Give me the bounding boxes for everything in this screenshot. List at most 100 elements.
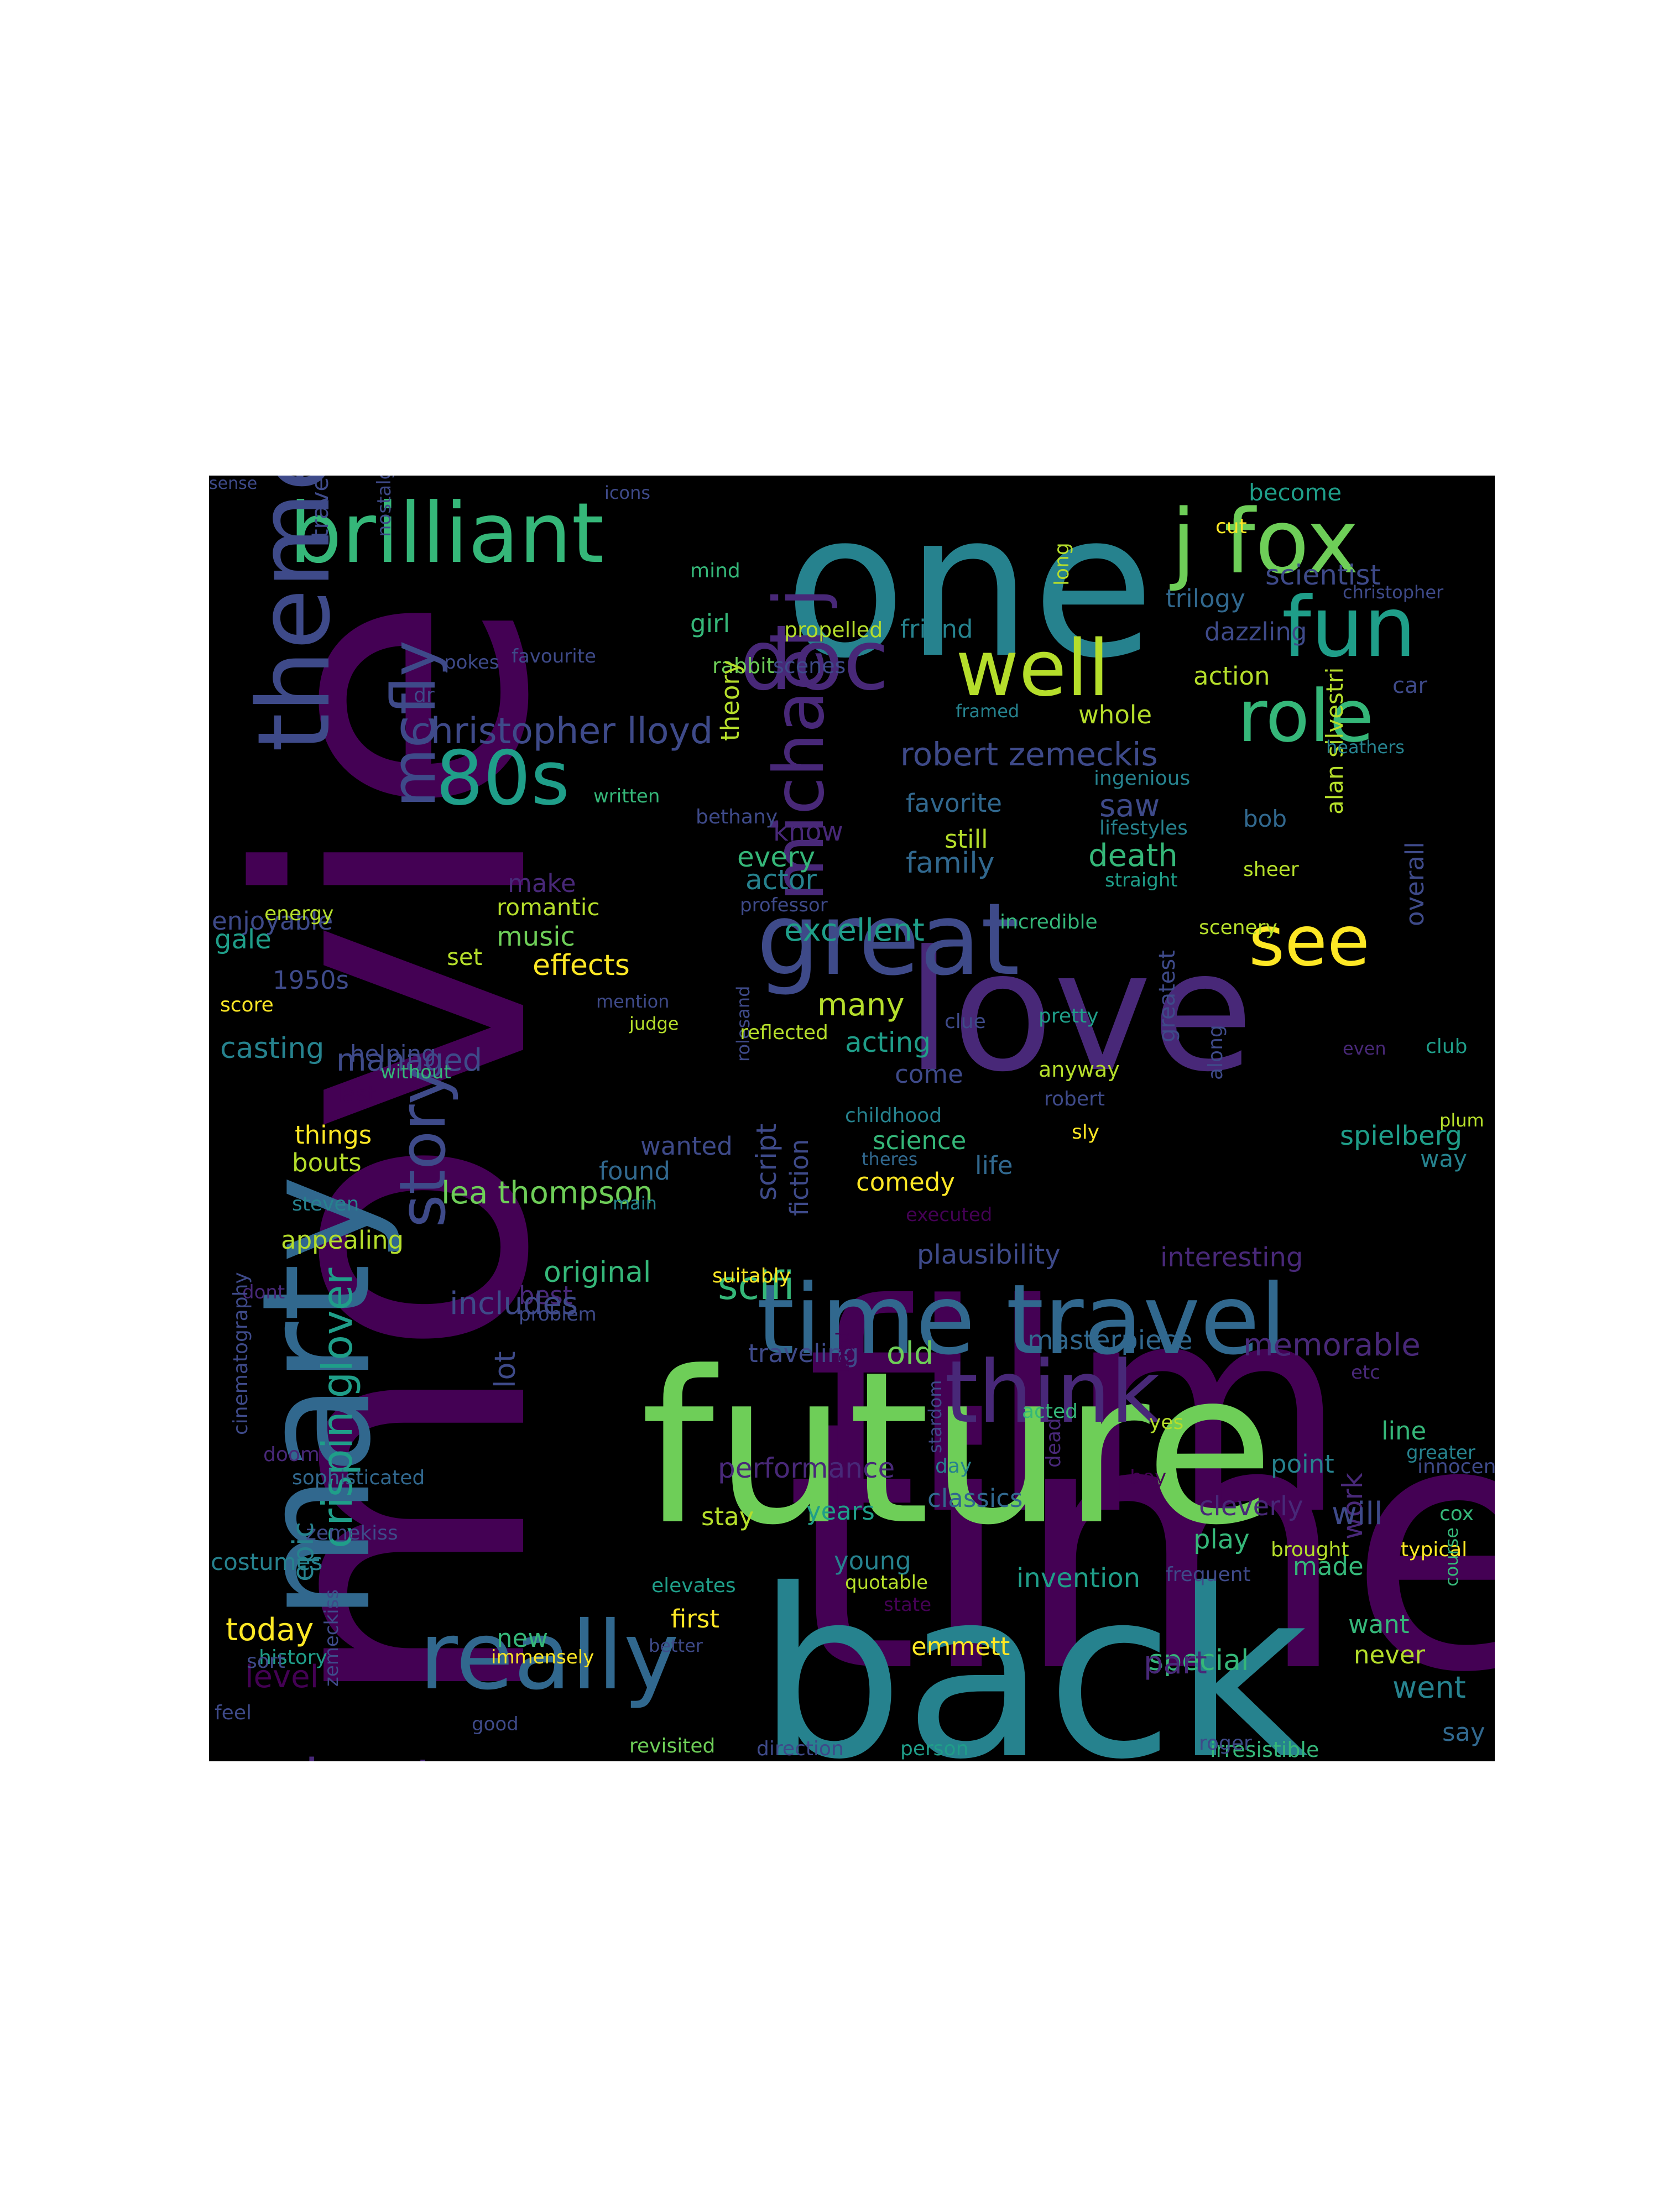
word-state: state [884, 1594, 932, 1616]
word-professor: professor [740, 894, 828, 916]
word-see: see [1249, 901, 1370, 982]
word-death: death [1088, 838, 1178, 874]
word-clue: clue [945, 1010, 986, 1033]
word-problem: problem [519, 1303, 597, 1326]
word-bob: bob [1243, 805, 1287, 832]
word-costumes: costumes [211, 1548, 323, 1575]
word-classics: classics [927, 1484, 1023, 1513]
word-think: think [945, 1342, 1161, 1442]
word-dr: dr [414, 684, 435, 707]
word-comedy: comedy [856, 1167, 955, 1197]
word-christopher: christopher [1343, 582, 1444, 603]
word-come: come [895, 1060, 963, 1089]
word-way: way [1420, 1145, 1467, 1172]
word-pokes: pokes [444, 651, 499, 674]
word-quotable: quotable [845, 1572, 928, 1594]
word-includes: includes [450, 1286, 578, 1322]
word-best: best [519, 1281, 573, 1310]
word-favourite: favourite [512, 645, 596, 667]
word-cleverly: cleverly [1199, 1491, 1303, 1522]
word-suitably: suitably [712, 1265, 791, 1287]
word-stardom: stardom [925, 1380, 946, 1453]
word-original: original [544, 1256, 651, 1289]
word-emmett: emmett [911, 1632, 1010, 1661]
word-framed: framed [956, 701, 1020, 722]
word-bethany: bethany [696, 806, 778, 828]
word-frequent: frequent [1166, 1563, 1251, 1586]
word-boy: boy [1130, 1466, 1167, 1489]
word-excellent: excellent [784, 912, 925, 948]
word-fun: fun [1282, 580, 1416, 676]
word-judge: judge [629, 1013, 679, 1034]
word-years: years [806, 1496, 875, 1526]
word-say: say [1442, 1718, 1485, 1747]
word-childhood: childhood [845, 1104, 942, 1127]
word-sophisticated: sophisticated [292, 1467, 425, 1489]
word-wanted: wanted [640, 1131, 733, 1161]
word-things: things [295, 1120, 372, 1150]
word-long: long [1051, 542, 1073, 586]
word-saw: saw [1099, 788, 1160, 824]
word-sort: sort [247, 1650, 285, 1673]
word-irresistible: irresistible [1210, 1738, 1319, 1761]
word-went: went [1392, 1670, 1466, 1705]
word-ingenious: ingenious [1094, 767, 1191, 790]
word-girl: girl [690, 609, 731, 638]
word-epic: epic [287, 1521, 320, 1582]
word-last: last [336, 1082, 377, 1108]
word-club: club [1426, 1035, 1468, 1058]
word-dazzling: dazzling [1204, 617, 1307, 646]
word-scifi: scifi [718, 1263, 795, 1308]
word-love: love [906, 915, 1254, 1108]
word-role: role [1238, 674, 1374, 758]
word-christopher-lloyd: christopher lloyd [411, 711, 713, 752]
word-time-travel: time travel [757, 1264, 1287, 1376]
word-sheer: sheer [1243, 858, 1299, 881]
word-one: one [784, 476, 1155, 702]
word-appealing: appealing [281, 1225, 404, 1255]
word-sly: sly [1072, 1121, 1100, 1144]
word-stay: stay [701, 1502, 754, 1531]
word-memorable: memorable [1243, 1327, 1421, 1363]
word-great: great [757, 882, 1020, 998]
word-robert: robert [1044, 1088, 1105, 1110]
word-dont: dont [242, 1281, 285, 1303]
word-cox: cox [1439, 1503, 1474, 1525]
word-scientist: scientist [1265, 559, 1381, 591]
word-theres: theres [862, 1149, 918, 1170]
word-enjoyable: enjoyable [212, 906, 333, 936]
word-still: still [945, 825, 988, 854]
word-performance: performance [718, 1452, 895, 1484]
word-never: never [1354, 1640, 1426, 1670]
word-better: better [649, 1635, 703, 1656]
word-favorite: favorite [906, 789, 1002, 818]
word-effects: effects [533, 949, 630, 982]
word-brought: brought [1271, 1538, 1349, 1561]
word-main: main [613, 1193, 657, 1214]
word-special: special [1149, 1644, 1249, 1677]
word-history: history [259, 1646, 327, 1669]
word-script: script [750, 1123, 782, 1201]
word-person: person [900, 1738, 969, 1760]
word-nostalgic: nostalgic [373, 476, 395, 537]
word-film: film [806, 1243, 1348, 1578]
word-mind: mind [690, 560, 740, 582]
word-cloud-canvas: movie time film one future back marty love time … [209, 476, 1495, 1761]
word-mention: mention [596, 991, 670, 1012]
word-executed: executed [906, 1204, 993, 1226]
word-spielberg: spielberg [1340, 1120, 1463, 1151]
word-incredible: incredible [1000, 911, 1098, 933]
word-bouts: bouts [292, 1148, 362, 1177]
word-action: action [1193, 661, 1270, 691]
word-will: will [1332, 1496, 1383, 1532]
word-lloyd: lloyd [832, 1331, 853, 1374]
word-well: well [956, 624, 1110, 714]
word-rabbit: rabbit [712, 654, 775, 678]
word-managed: managed [336, 1042, 483, 1078]
word-direction: direction [757, 1738, 844, 1760]
word-score: score [220, 994, 274, 1016]
word-greatest: greatest [1155, 950, 1180, 1042]
word-future: future [640, 1326, 1275, 1571]
word-point: point [1271, 1449, 1334, 1479]
word-good: good [472, 1713, 519, 1735]
